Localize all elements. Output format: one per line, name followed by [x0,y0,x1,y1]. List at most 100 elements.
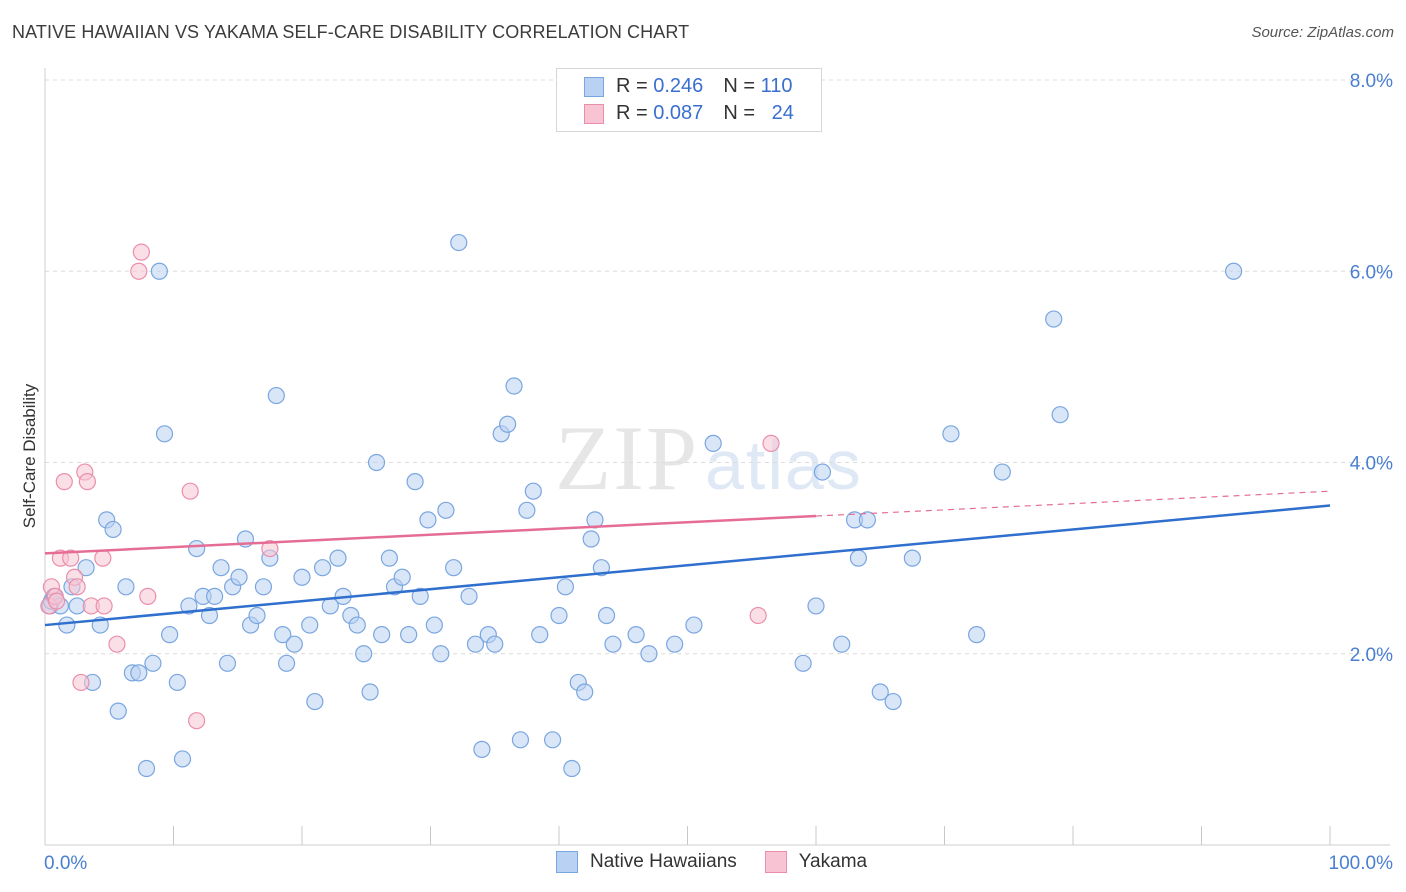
native-hawaiian-point [531,626,549,644]
native-hawaiian-point [104,520,122,539]
y-tick-label: 8.0% [1350,71,1393,92]
native-hawaiian-point [137,759,156,778]
native-hawaiian-point [161,626,179,644]
native-hawaiian-point [144,654,162,672]
native-hawaiian-point [849,549,868,567]
yakama-point [68,578,86,596]
native-hawaiian-point [450,233,468,252]
native-hawaiian-point [406,473,424,491]
legend-r-label: R = [616,75,648,97]
yakama-point [94,549,112,567]
y-axis-title: Self-Care Disability [20,383,39,528]
native-hawaiian-point [505,377,523,395]
yakama-point [762,434,780,452]
source-label: Source: ZipAtlas.com [1251,24,1394,41]
native-hawaiian-point [212,559,230,577]
yakama-trend-line [44,514,817,555]
series-swatch-blue [556,851,578,873]
yakama-point [47,592,66,610]
native-hawaiian-point [274,626,292,644]
native-hawaiians-trend-line [44,504,1331,627]
legend-r-label: R = [616,102,648,124]
native-hawaiian-point [400,626,418,644]
series-swatch-pink [764,851,787,873]
native-hawaiian-point [425,616,443,634]
legend-n-label: N = [723,75,755,97]
native-hawaiian-point [348,616,366,634]
native-hawaiian-point [597,606,616,625]
trend-lines [44,490,1331,627]
native-hawaiian-point [155,425,174,443]
native-hawaiian-point [58,616,76,634]
native-hawaiian-point [813,463,832,481]
native-hawaiian-point [524,482,542,500]
axes [44,68,1390,846]
native-hawaiian-point [704,434,722,452]
native-hawaiian-point [173,750,192,768]
native-hawaiian-point [466,635,485,653]
yakama-point [108,635,126,653]
legend-r-value: 0.246 [653,75,704,97]
legend-n-value: 110 [760,75,793,97]
native-hawaiian-point [267,386,285,405]
native-hawaiian-point [445,559,463,577]
native-hawaiian-point [218,654,237,672]
legend-r-value: 0.087 [653,102,704,124]
y-tick-label: 4.0% [1350,454,1393,475]
native-hawaiian-point [1045,310,1063,328]
native-hawaiian-point [858,511,877,529]
native-hawaiian-point [285,635,303,653]
native-hawaiian-point [903,549,921,567]
x-ticks [173,826,1331,845]
native-hawaiian-point [627,626,645,644]
native-hawaiian-point [968,626,986,644]
native-hawaiian-point [604,635,622,653]
yakama-point [95,597,113,615]
legend-n-value: 24 [771,102,794,124]
native-hawaiian-point [200,606,219,625]
native-hawaiian-point [367,453,386,472]
native-hawaiian-point [109,702,127,720]
y-tick-label: 6.0% [1350,262,1393,283]
native-hawaiian-point [329,549,347,567]
native-hawaiian-point [666,635,684,653]
native-hawaiian-point [254,578,273,596]
series-legend-native-hawaiians: Native Hawaiians [556,851,737,873]
native-hawaiian-point [942,425,960,443]
native-hawaiian-point [168,673,186,692]
native-hawaiian-point [1051,406,1069,424]
native-hawaiian-point [306,692,324,711]
series-label: Yakama [798,851,868,872]
native-hawaiian-point [437,501,455,519]
watermark-zip: ZIP [555,407,699,509]
native-hawaiian-point [150,262,168,280]
legend-row-yakama: R = 0.087 N = 24 [557,100,794,127]
native-hawaiian-point [576,683,594,701]
native-hawaiian-point [188,539,206,558]
series-legend: Native Hawaiians Yakama [556,851,895,873]
gridlines [45,79,1392,655]
native-hawaiian-point [77,559,95,577]
legend-n-label: N = [723,102,755,124]
native-hawaiian-point [884,692,902,711]
native-hawaiian-point [794,654,812,672]
x-tick-label-max: 100.0% [1329,853,1394,874]
native-hawaiian-point [518,501,536,519]
native-hawaiian-point [460,587,478,605]
native-hawaiian-point [361,683,379,701]
native-hawaiian-point [582,530,600,548]
yakama-points [40,243,780,730]
native-hawaiian-point [411,587,429,605]
native-hawaiian-point [993,463,1011,481]
native-hawaiian-point [432,645,450,663]
native-hawaiian-point [499,415,517,433]
y-tick-label: 2.0% [1350,645,1393,666]
series-label: Native Hawaiians [590,851,737,872]
yakama-point [72,673,90,692]
yakama-point [261,539,279,558]
native-hawaiian-point [833,635,851,653]
native-hawaiian-point [380,549,398,567]
native-hawaiian-point [393,568,411,586]
native-hawaiian-point [807,597,825,615]
